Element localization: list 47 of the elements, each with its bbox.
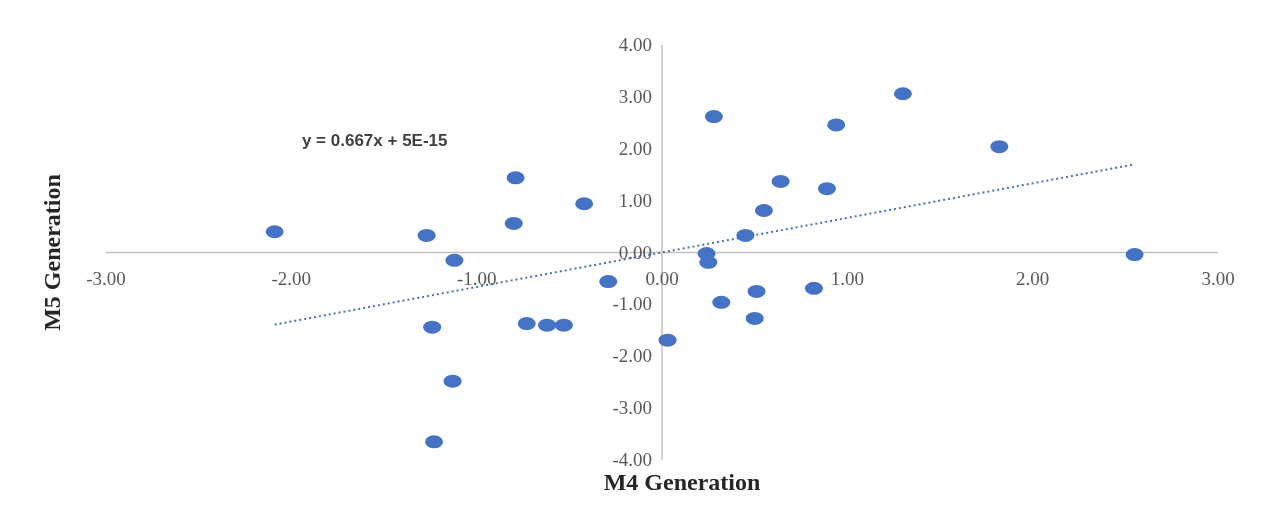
x-tick-label: 2.00 [1016,267,1050,289]
point [817,182,836,196]
point [445,253,464,267]
x-tick-label: -2.00 [271,267,312,289]
x-tick-label: 1.00 [830,267,864,289]
point [893,87,912,101]
point [554,318,573,332]
x-axis-title: M4 Generation [603,469,761,495]
point [699,255,718,269]
y-tick-label: 3.00 [618,85,652,107]
point [506,171,525,185]
point [990,140,1009,154]
point [736,228,755,242]
point [745,311,764,325]
point [425,435,444,449]
point [827,118,846,132]
y-tick-label: -1.00 [612,293,652,315]
point [804,281,823,295]
x-tick-label: -3.00 [86,267,126,289]
point [658,333,677,347]
y-tick-label: 0.00 [618,241,652,263]
point [599,275,618,289]
point [417,228,436,242]
y-axis-title: M5 Generation [39,174,65,331]
point [712,295,731,309]
annotation: y = 0.667x + 5E-15 [301,131,448,151]
point [754,203,773,217]
point [517,317,536,331]
x-tick-label: -1.00 [456,267,497,289]
point [265,225,284,239]
point [1125,248,1144,262]
point [575,197,594,211]
point [747,284,766,298]
point [538,318,557,332]
y-tick-label: -2.00 [612,345,652,367]
point [423,320,442,334]
y-tick-label: -4.00 [612,449,652,470]
x-tick-label: 0.00 [645,267,679,289]
y-tick-label: -3.00 [612,397,652,419]
x-tick-label: 3.00 [1201,267,1235,289]
y-tick-label: 2.00 [618,137,652,159]
y-tick-label: 1.00 [618,189,652,211]
y-tick-label: 4.00 [618,34,652,55]
point [771,174,790,188]
point [704,110,723,124]
point [504,216,523,230]
point [443,374,462,388]
